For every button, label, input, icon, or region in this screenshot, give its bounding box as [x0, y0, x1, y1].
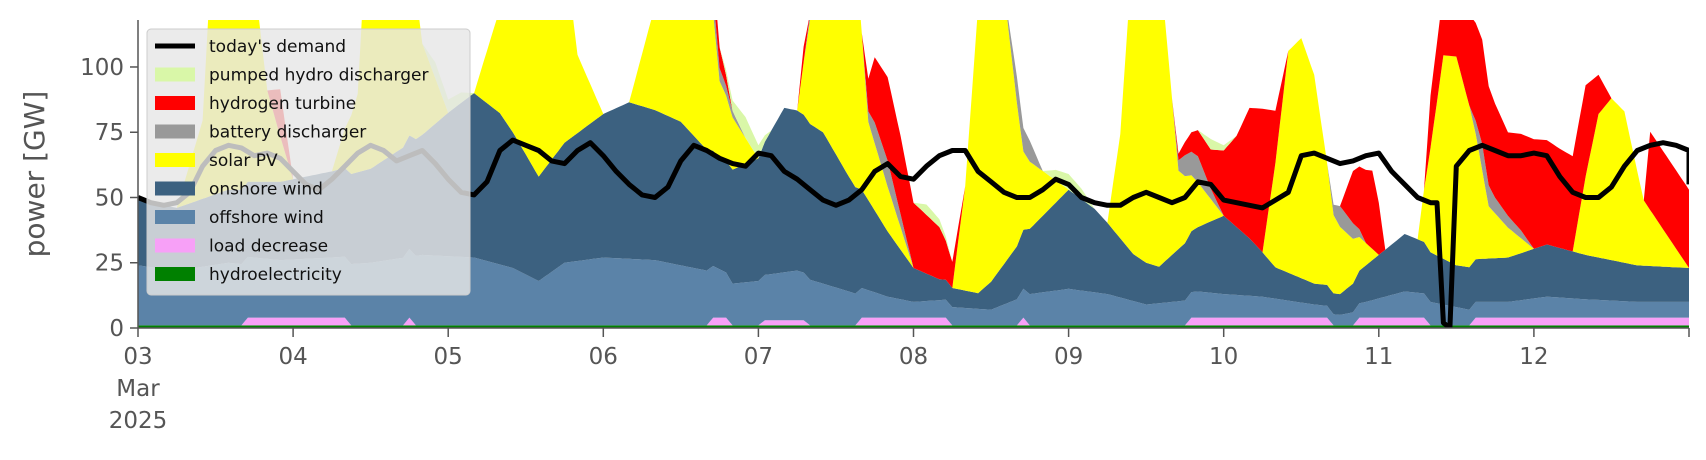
- x-tick-label: 06: [589, 344, 618, 370]
- legend-swatch: [155, 238, 195, 253]
- x-tick-label: 07: [744, 344, 773, 370]
- legend-swatch: [155, 210, 195, 224]
- legend-swatch: [155, 96, 195, 110]
- legend-label: today's demand: [209, 37, 346, 57]
- legend-label: hydroelectricity: [209, 265, 342, 285]
- legend-swatch: [155, 67, 195, 82]
- axis-layer: 0 25 50 75 100 03 Mar 2025 04 05 06 07 08 09 10 11 12: [80, 20, 1690, 434]
- y-tick-label: 0: [109, 316, 124, 342]
- x-tick-label: 10: [1209, 344, 1238, 370]
- area-onwind: [138, 93, 1689, 315]
- x-tick-label: 03: [123, 344, 152, 370]
- x-tick-label: 11: [1364, 344, 1393, 370]
- x-tick-label: 09: [1054, 344, 1083, 370]
- legend-swatch: [155, 153, 195, 167]
- legend-label: battery discharger: [209, 123, 366, 143]
- area-load: [138, 317, 1689, 326]
- legend-swatch: [155, 124, 195, 139]
- y-tick-label: 50: [95, 185, 124, 211]
- area-solar: [138, 20, 1689, 295]
- legend-label: pumped hydro discharger: [209, 66, 428, 86]
- legend-box: [146, 28, 471, 296]
- y-tick-label: 75: [95, 120, 124, 146]
- x-tick-label: 12: [1519, 344, 1548, 370]
- area-layer: [138, 20, 1689, 328]
- x-tick-label: 2025: [109, 408, 168, 434]
- legend-label: onshore wind: [209, 180, 323, 200]
- x-tick-label: Mar: [116, 376, 160, 402]
- legend-label: offshore wind: [209, 208, 324, 228]
- legend-swatch: [155, 181, 195, 196]
- x-tick-label: 08: [899, 344, 928, 370]
- x-tick-label: 05: [434, 344, 463, 370]
- area-offwind: [138, 249, 1689, 326]
- y-axis-title: power [GW]: [18, 91, 51, 258]
- legend-swatch: [155, 267, 195, 281]
- legend: today's demand pumped hydro discharger hyd…: [146, 28, 471, 296]
- legend-label: solar PV: [209, 151, 278, 171]
- y-tick-label: 25: [95, 251, 124, 277]
- x-tick-label: 04: [278, 344, 307, 370]
- legend-label: load decrease: [209, 237, 328, 257]
- y-tick-label: 100: [80, 55, 124, 81]
- legend-label: hydrogen turbine: [209, 94, 356, 114]
- area-hydrogen: [138, 20, 1689, 288]
